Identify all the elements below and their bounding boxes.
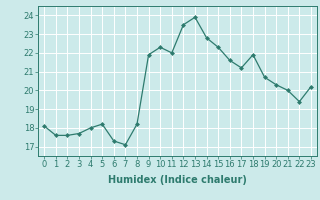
X-axis label: Humidex (Indice chaleur): Humidex (Indice chaleur) bbox=[108, 175, 247, 185]
